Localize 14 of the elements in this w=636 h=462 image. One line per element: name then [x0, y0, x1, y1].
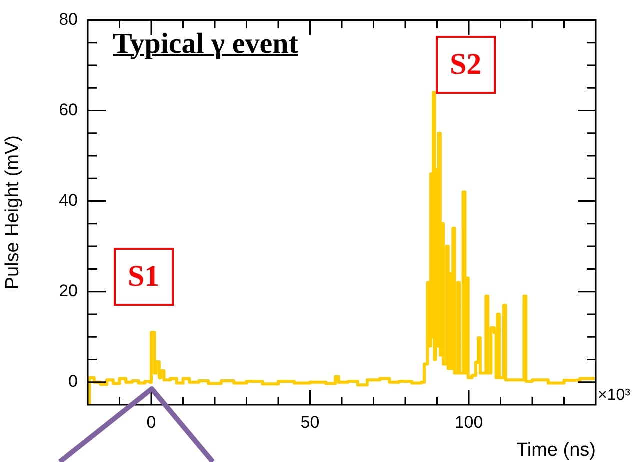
x-tick-label: 100: [454, 412, 484, 432]
y-tick-label: 20: [59, 282, 78, 301]
annotation: S1: [114, 248, 174, 306]
y-tick-label: 80: [59, 10, 78, 29]
y-axis-title: Pulse Height (mV): [2, 136, 24, 290]
x-axis-title: Time (ns): [516, 440, 596, 461]
y-tick-label: 0: [68, 372, 78, 392]
annotation: S2: [436, 36, 496, 94]
y-tick-label: 40: [59, 190, 78, 210]
y-tick-label: 60: [59, 100, 78, 120]
x-tick-label: 0: [146, 412, 156, 432]
x-tick-label: 50: [300, 412, 320, 432]
text: ×10³: [598, 387, 630, 405]
chart-title: Typical γ event: [113, 28, 298, 61]
